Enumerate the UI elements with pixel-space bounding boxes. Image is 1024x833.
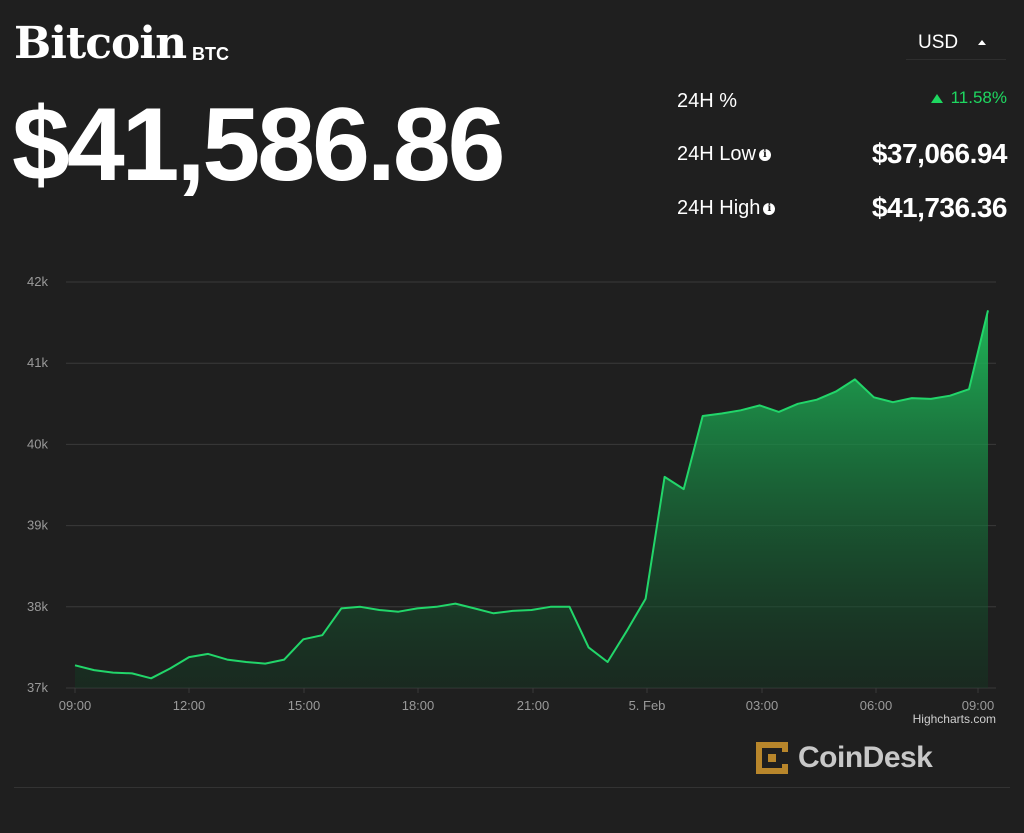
price-chart[interactable]: 37k 38k 39k 40k 41k 42k 09:00 12:00 15:00 18:00 2… (0, 260, 1024, 720)
x-tick-label: 18:00 (402, 698, 435, 713)
x-tick-label: 21:00 (517, 698, 550, 713)
x-tick-label: 5. Feb (629, 698, 666, 713)
change-label-text: 24H % (677, 90, 738, 112)
y-tick-label: 40k (27, 436, 48, 451)
y-tick-label: 38k (27, 599, 48, 614)
x-tick-label: 09:00 (962, 698, 995, 713)
coin-name: Bitcoin (14, 18, 187, 69)
change-value: 11.58% (930, 88, 1007, 108)
y-tick-label: 37k (27, 680, 48, 695)
high-value: $41,736.36 (871, 192, 1008, 223)
price-area (75, 310, 988, 688)
coindesk-logo[interactable]: CoinDesk (754, 740, 933, 776)
y-tick-label: 39k (27, 518, 48, 533)
high-label-text: 24H High (677, 197, 761, 219)
x-tick-label: 09:00 (59, 698, 92, 713)
chevron-up-icon (978, 40, 987, 45)
info-icon[interactable]: i (763, 202, 776, 215)
current-price: $41,586.86 (12, 87, 506, 203)
x-tick-label: 12:00 (173, 698, 206, 713)
x-tick-label: 15:00 (288, 698, 321, 713)
low-value: $37,066.94 (871, 138, 1008, 169)
low-label-text: 24H Low (677, 143, 756, 165)
currency-selected-value: USD (918, 31, 959, 53)
y-tick-label: 41k (27, 355, 48, 370)
footer-divider (14, 787, 1010, 788)
brand-name: CoinDesk (798, 741, 933, 774)
coindesk-icon (756, 742, 788, 774)
currency-select[interactable]: USD (906, 26, 1006, 60)
highcharts-credits[interactable]: Highcharts.com (912, 712, 996, 726)
high-label: 24H High i (677, 197, 776, 220)
arrow-up-icon (930, 93, 943, 103)
y-tick-label: 42k (27, 274, 48, 289)
low-label: 24H Low i (677, 143, 771, 166)
x-tick-label: 03:00 (746, 698, 779, 713)
change-value-text: 11.58% (950, 88, 1007, 107)
info-icon[interactable]: i (758, 148, 771, 161)
x-tick-label: 06:00 (860, 698, 893, 713)
coin-symbol: BTC (192, 44, 229, 64)
price-line (74, 310, 989, 680)
change-label: 24H % (677, 90, 737, 113)
